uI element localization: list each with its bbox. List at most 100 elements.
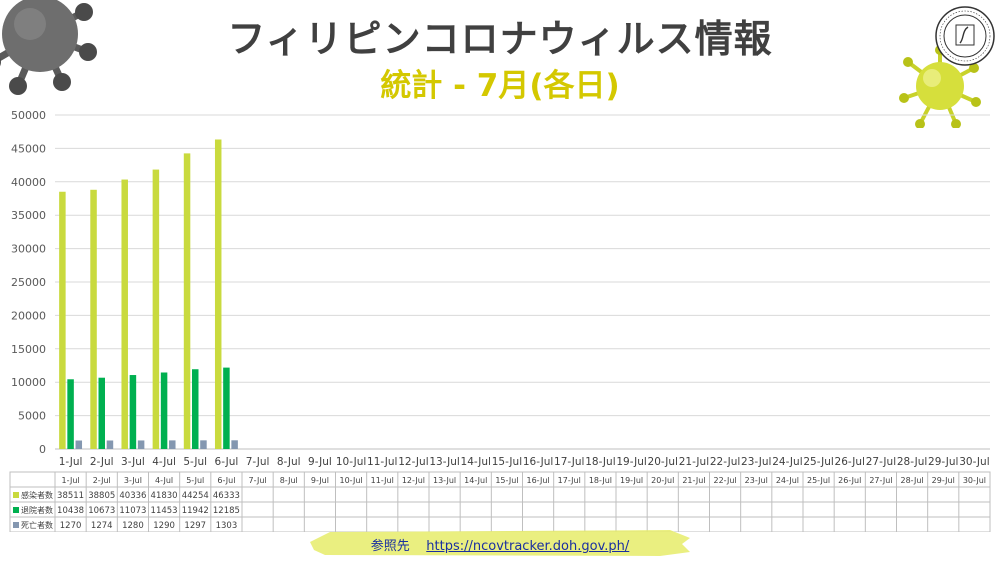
table-header-cell: 23-Jul bbox=[745, 476, 768, 485]
virus-gray-icon bbox=[0, 0, 97, 95]
x-tick-label: 18-Jul bbox=[585, 456, 615, 468]
brush-highlight bbox=[310, 530, 690, 556]
bar-infected bbox=[183, 153, 191, 449]
table-header-cell: 4-Jul bbox=[155, 476, 173, 485]
page-title: フィリピンコロナウィルス情報 bbox=[227, 17, 773, 61]
x-tick-label: 13-Jul bbox=[429, 456, 459, 468]
bar-recovered bbox=[129, 375, 137, 449]
source-label: 参照先 bbox=[370, 539, 410, 554]
y-tick-label: 10000 bbox=[11, 376, 46, 389]
x-tick-label: 5-Jul bbox=[183, 456, 207, 468]
table-value-cell: 38805 bbox=[88, 491, 115, 501]
table-value-cell: 1274 bbox=[91, 521, 113, 531]
x-tick-label: 9-Jul bbox=[308, 456, 332, 468]
bar-deaths bbox=[75, 440, 83, 449]
bar-deaths bbox=[231, 440, 238, 449]
x-tick-label: 25-Jul bbox=[803, 456, 833, 468]
table-header-cell: 17-Jul bbox=[558, 476, 581, 485]
table-value-cell: 1297 bbox=[184, 521, 206, 531]
y-tick-label: 50000 bbox=[11, 109, 46, 122]
table-header-cell: 15-Jul bbox=[495, 476, 518, 485]
table-value-cell: 1290 bbox=[153, 521, 175, 531]
table-value-cell: 11942 bbox=[182, 506, 209, 516]
table-value-cell: 1270 bbox=[60, 521, 82, 531]
table-header-cell: 24-Jul bbox=[776, 476, 799, 485]
legend-entry: 退院者数 bbox=[21, 505, 53, 515]
bar-recovered bbox=[223, 367, 230, 449]
table-header-cell: 20-Jul bbox=[651, 476, 674, 485]
x-tick-label: 20-Jul bbox=[648, 456, 678, 468]
bar-recovered bbox=[192, 369, 199, 449]
table-header-cell: 8-Jul bbox=[280, 476, 298, 485]
y-tick-label: 25000 bbox=[11, 276, 46, 289]
bar-deaths bbox=[200, 440, 207, 449]
table-header-cell: 25-Jul bbox=[807, 476, 830, 485]
x-tick-label: 15-Jul bbox=[492, 456, 522, 468]
x-tick-label: 28-Jul bbox=[897, 456, 927, 468]
x-tick-label: 4-Jul bbox=[152, 456, 176, 468]
table-header-cell: 19-Jul bbox=[620, 476, 643, 485]
table-header-cell: 1-Jul bbox=[62, 476, 80, 485]
x-tick-label: 22-Jul bbox=[710, 456, 740, 468]
table-header-cell: 18-Jul bbox=[589, 476, 612, 485]
x-tick-label: 3-Jul bbox=[121, 456, 145, 468]
x-tick-label: 6-Jul bbox=[215, 456, 239, 468]
table-header-cell: 9-Jul bbox=[311, 476, 329, 485]
table-header-cell: 16-Jul bbox=[526, 476, 549, 485]
table-header-cell: 26-Jul bbox=[838, 476, 861, 485]
table-value-cell: 1280 bbox=[122, 521, 144, 531]
legend-key bbox=[13, 522, 19, 528]
y-tick-label: 30000 bbox=[11, 243, 46, 256]
table-value-cell: 10673 bbox=[88, 506, 115, 516]
x-tick-label: 16-Jul bbox=[523, 456, 553, 468]
table-header-cell: 7-Jul bbox=[249, 476, 267, 485]
y-tick-label: 0 bbox=[39, 443, 46, 456]
covid-bar-chart: 0 5000 10000 15000 20000 25000 30000 35000 40000… bbox=[9, 109, 991, 532]
table-value-cell: 46333 bbox=[213, 491, 240, 501]
table-header-cell: 5-Jul bbox=[186, 476, 204, 485]
table-header-cell: 13-Jul bbox=[433, 476, 456, 485]
table-header-cell: 21-Jul bbox=[682, 476, 705, 485]
x-tick-label: 1-Jul bbox=[59, 456, 83, 468]
bar-recovered bbox=[98, 377, 105, 449]
y-tick-label: 35000 bbox=[11, 209, 46, 222]
seal-logo bbox=[935, 6, 995, 66]
legend-key bbox=[13, 492, 19, 498]
table-header-cell: 14-Jul bbox=[464, 476, 487, 485]
y-tick-label: 15000 bbox=[11, 343, 46, 356]
legend-key bbox=[13, 507, 19, 513]
table-value-cell: 41830 bbox=[151, 491, 178, 501]
table-header-cell: 12-Jul bbox=[402, 476, 425, 485]
x-tick-label: 12-Jul bbox=[398, 456, 428, 468]
table-header-cell: 2-Jul bbox=[93, 476, 111, 485]
x-tick-label: 23-Jul bbox=[741, 456, 771, 468]
x-tick-label: 30-Jul bbox=[959, 456, 989, 468]
bar-deaths bbox=[106, 440, 114, 449]
virus-yellow-icon bbox=[899, 46, 981, 128]
bar-deaths bbox=[137, 440, 145, 449]
bar-recovered bbox=[160, 372, 168, 449]
x-tick-label: 19-Jul bbox=[616, 456, 646, 468]
table-value-cell: 12185 bbox=[213, 506, 240, 516]
source-link[interactable]: https://ncovtracker.doh.gov.ph/ bbox=[426, 539, 630, 554]
table-value-cell: 11453 bbox=[151, 506, 178, 516]
table-header-cell: 22-Jul bbox=[713, 476, 736, 485]
bar-deaths bbox=[169, 440, 176, 449]
table-header-cell: 30-Jul bbox=[963, 476, 986, 485]
y-tick-label: 40000 bbox=[11, 176, 46, 189]
x-tick-label: 8-Jul bbox=[277, 456, 301, 468]
y-tick-label: 5000 bbox=[18, 410, 46, 423]
table-header-cell: 27-Jul bbox=[869, 476, 892, 485]
x-tick-label: 2-Jul bbox=[90, 456, 114, 468]
x-tick-label: 10-Jul bbox=[336, 456, 366, 468]
bar-infected bbox=[214, 139, 222, 450]
x-tick-label: 27-Jul bbox=[866, 456, 896, 468]
bar-recovered bbox=[67, 379, 74, 449]
page-subtitle: 統計 - 7月(各日) bbox=[380, 68, 620, 104]
table-value-cell: 10438 bbox=[57, 506, 84, 516]
x-tick-label: 24-Jul bbox=[772, 456, 802, 468]
legend-entry: 感染者数 bbox=[21, 490, 53, 500]
x-tick-label: 21-Jul bbox=[679, 456, 709, 468]
table-header-cell: 11-Jul bbox=[371, 476, 394, 485]
bar-infected bbox=[59, 191, 66, 449]
